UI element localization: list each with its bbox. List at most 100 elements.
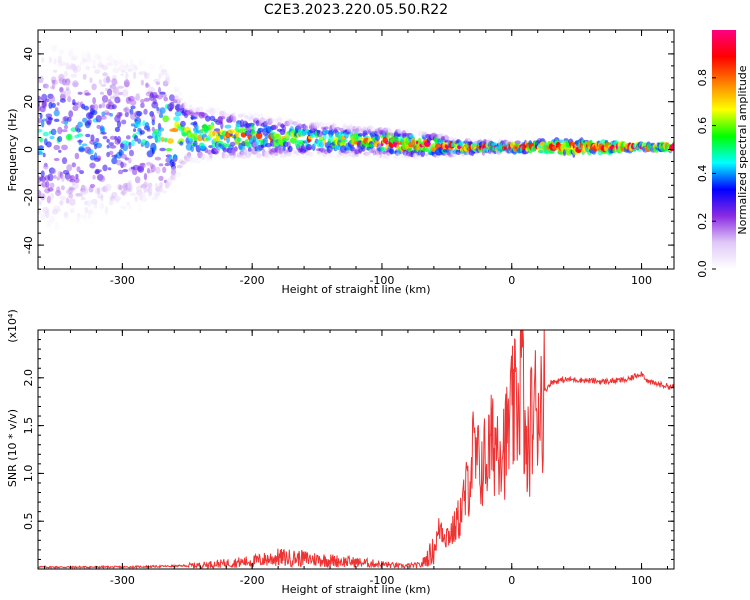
heatmap-cell [65,87,70,91]
heatmap-cell [126,201,131,206]
heatmap-cell [422,130,427,136]
heatmap-cell [161,93,167,98]
heatmap-cell [63,124,69,130]
heatmap-cell [132,96,137,100]
x-tick-label: 100 [631,274,652,287]
heatmap-cell [155,166,161,174]
heatmap-cell [52,44,58,52]
y-tick-label: 0 [22,146,35,153]
heatmap-cell [43,162,48,168]
heatmap-cell [147,186,151,193]
heatmap-cell [282,124,286,133]
heatmap-cell [89,162,96,169]
heatmap-cell [194,156,199,164]
heatmap-cell [262,149,266,157]
heatmap-cell [157,74,162,81]
heatmap-cell [114,126,120,133]
heatmap-cell [94,187,100,195]
heatmap-cell [120,190,127,195]
heatmap-cell [99,91,104,95]
heatmap-cell [171,127,179,133]
heatmap-cell [45,180,50,188]
heatmap-cell [80,54,86,60]
heatmap-cell [67,47,74,50]
heatmap-cell [144,97,150,102]
heatmap-cell [153,78,160,83]
heatmap-cell [38,200,42,206]
heatmap-cell [40,170,45,178]
heatmap-cell [87,119,92,125]
heatmap-cell [106,62,113,66]
heatmap-cell [109,135,116,140]
heatmap-cell [106,55,113,62]
heatmap-cell [247,147,252,152]
heatmap-cell [77,212,80,218]
y-tick-label: -40 [22,236,35,254]
heatmap-cell [101,65,109,71]
heatmap-cell [224,124,232,129]
heatmap-cell [139,191,146,197]
heatmap-cell [124,157,129,161]
heatmap-cell [173,116,181,122]
heatmap-cell [58,149,62,153]
heatmap-cell [107,51,112,60]
heatmap-cell [430,146,437,152]
heatmap-cell [184,157,191,163]
heatmap-cell [406,129,414,134]
heatmap-cell [72,54,79,60]
heatmap-cell [87,199,92,208]
heatmap-cell [355,153,363,158]
heatmap-cell [314,125,320,129]
heatmap-cell [90,134,95,142]
heatmap-cell [77,91,83,95]
heatmap-cell [86,57,92,64]
heatmap-cell [140,102,145,109]
x-tick-label: -300 [110,574,135,587]
heatmap-cell [94,69,101,74]
x-tick-label: -100 [369,274,394,287]
heatmap-cell [359,125,365,129]
heatmap-cell [184,102,188,108]
heatmap-cell [235,130,240,139]
heatmap-cell [109,144,117,149]
heatmap-cell [171,167,176,175]
heatmap-cell [170,173,177,181]
heatmap-cell [397,128,402,135]
heatmap-cell [138,71,144,75]
heatmap-cell [286,152,292,157]
heatmap-cell [287,145,293,153]
heatmap-cell [118,64,126,72]
heatmap-cell [427,154,431,160]
x-tick-label: -200 [240,574,265,587]
heatmap-cell [113,196,121,201]
heatmap-cell [287,118,293,127]
heatmap-cell [148,63,155,70]
heatmap-cell [279,152,286,159]
heatmap-cell [52,79,58,86]
heatmap-cell [158,113,164,119]
heatmap-cell [165,73,170,82]
heatmap-cell [247,116,253,122]
heatmap-cell [56,102,60,106]
heatmap-cell [412,152,418,159]
heatmap-cell [288,120,296,124]
snr-y-scale-label: (x10⁴) [6,309,19,343]
heatmap-cell [111,78,118,86]
heatmap-cell [97,60,103,68]
heatmap-cell [300,152,308,159]
heatmap-cell [51,102,56,109]
heatmap-cell [142,120,146,127]
heatmap-cell [97,193,104,199]
heatmap-cell [69,63,75,67]
heatmap-cell [248,113,254,120]
heatmap-cell [38,151,44,155]
heatmap-cell [79,219,84,226]
heatmap-cell [183,157,189,163]
heatmap-cell [121,119,127,125]
heatmap-cell [176,97,183,102]
heatmap-cell [368,125,375,132]
heatmap-cell [42,152,46,158]
heatmap-cell [147,192,153,197]
heatmap-cell [90,198,98,205]
heatmap-cell [88,209,94,215]
